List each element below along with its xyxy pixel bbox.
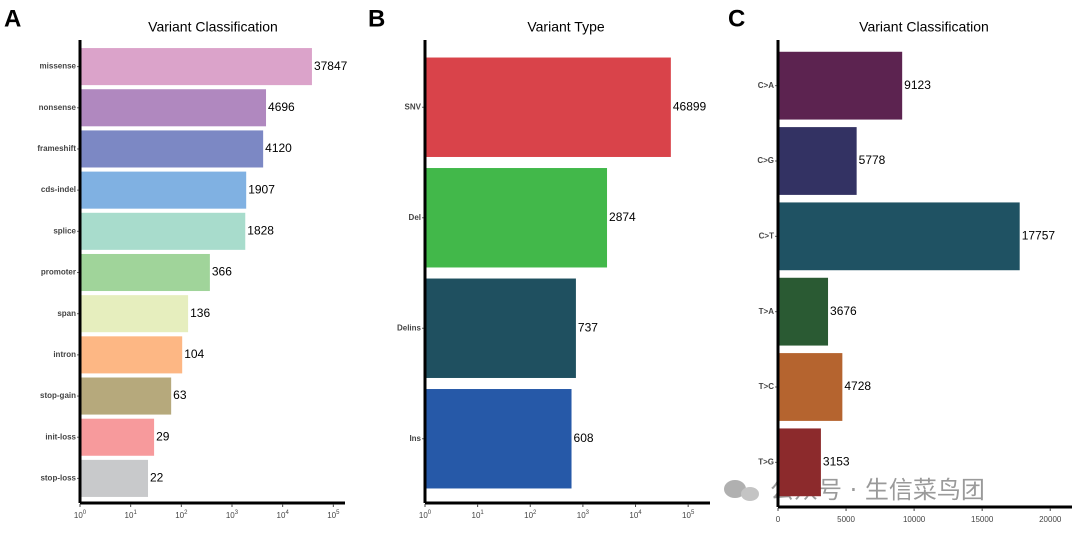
x-tick-label: 100	[74, 510, 87, 521]
value-label: 4696	[268, 100, 295, 114]
value-label: 9123	[904, 78, 931, 92]
value-label: 1907	[248, 182, 275, 196]
bar	[80, 295, 189, 333]
x-tick-label: 102	[524, 510, 537, 521]
bar	[80, 418, 155, 456]
bar	[80, 89, 267, 127]
category-label: intron	[53, 350, 76, 359]
category-label: SNV	[405, 102, 422, 111]
category-label: promoter	[41, 268, 76, 277]
bar	[80, 377, 172, 415]
value-label: 29	[156, 429, 170, 443]
bar	[425, 168, 608, 268]
value-label: 608	[574, 431, 594, 445]
bar	[80, 253, 210, 292]
bar	[778, 51, 903, 120]
bar	[778, 277, 829, 346]
value-label: 46899	[673, 99, 707, 113]
category-label: nonsense	[39, 103, 77, 112]
bar	[425, 389, 572, 489]
value-label: 37847	[314, 59, 348, 73]
chart-title: Variant Type	[527, 19, 605, 35]
value-label: 22	[150, 471, 164, 485]
bar	[80, 336, 183, 374]
x-tick-label: 103	[226, 510, 239, 521]
bar	[778, 127, 857, 195]
category-label: T>G	[758, 457, 774, 466]
x-tick-label: 103	[577, 510, 590, 521]
category-label: Del	[409, 213, 421, 222]
bar	[425, 278, 576, 378]
bar	[80, 212, 246, 250]
value-label: 737	[578, 320, 598, 334]
watermark-icon	[724, 480, 746, 498]
category-label: stop-gain	[40, 391, 76, 400]
bar	[425, 57, 671, 157]
x-tick-label: 0	[776, 515, 781, 524]
watermark: 公众号 · 生信菜鸟团	[724, 476, 985, 504]
value-label: 136	[190, 306, 210, 320]
bar	[80, 130, 264, 168]
category-label: Ins	[409, 434, 421, 443]
x-tick-label: 20000	[1039, 515, 1062, 524]
category-label: frameshift	[37, 144, 76, 153]
category-label: T>C	[759, 382, 775, 391]
category-label: C>A	[758, 81, 774, 90]
x-tick-label: 101	[472, 510, 485, 521]
value-label: 104	[184, 347, 204, 361]
x-tick-label: 102	[175, 510, 188, 521]
category-label: cds-indel	[41, 185, 76, 194]
bar	[80, 48, 312, 86]
category-label: Delins	[397, 323, 422, 332]
value-label: 3153	[823, 455, 850, 469]
bar	[778, 353, 843, 421]
x-tick-label: 105	[682, 510, 695, 521]
value-label: 1828	[247, 223, 274, 237]
category-label: span	[57, 309, 76, 318]
panel-letter: B	[368, 5, 385, 32]
category-label: stop-loss	[40, 474, 76, 483]
panel-letter: A	[4, 5, 21, 32]
value-label: 3676	[830, 304, 857, 318]
x-tick-label: 15000	[971, 515, 994, 524]
value-label: 4120	[265, 141, 292, 155]
value-label: 63	[173, 388, 187, 402]
category-label: missense	[40, 62, 77, 71]
value-label: 366	[212, 265, 232, 279]
category-label: init-loss	[45, 432, 76, 441]
x-tick-label: 101	[125, 510, 138, 521]
bar	[80, 171, 247, 209]
chart-title: Variant Classification	[859, 19, 989, 35]
x-tick-label: 104	[629, 510, 642, 521]
category-label: splice	[53, 226, 76, 235]
chart-title: Variant Classification	[148, 19, 278, 35]
category-label: C>G	[757, 156, 774, 165]
watermark-icon	[741, 487, 759, 501]
category-label: T>A	[759, 307, 775, 316]
x-tick-label: 105	[327, 510, 340, 521]
x-tick-label: 5000	[837, 515, 855, 524]
value-label: 2874	[609, 210, 636, 224]
bar	[778, 428, 821, 497]
bar	[778, 202, 1020, 271]
x-tick-label: 100	[419, 510, 432, 521]
x-tick-label: 104	[277, 510, 290, 521]
value-label: 17757	[1022, 229, 1056, 243]
panel-letter: C	[728, 5, 745, 32]
value-label: 4728	[844, 379, 871, 393]
category-label: C>T	[759, 231, 774, 240]
value-label: 5778	[859, 153, 886, 167]
bar	[80, 459, 149, 497]
x-tick-label: 10000	[903, 515, 926, 524]
